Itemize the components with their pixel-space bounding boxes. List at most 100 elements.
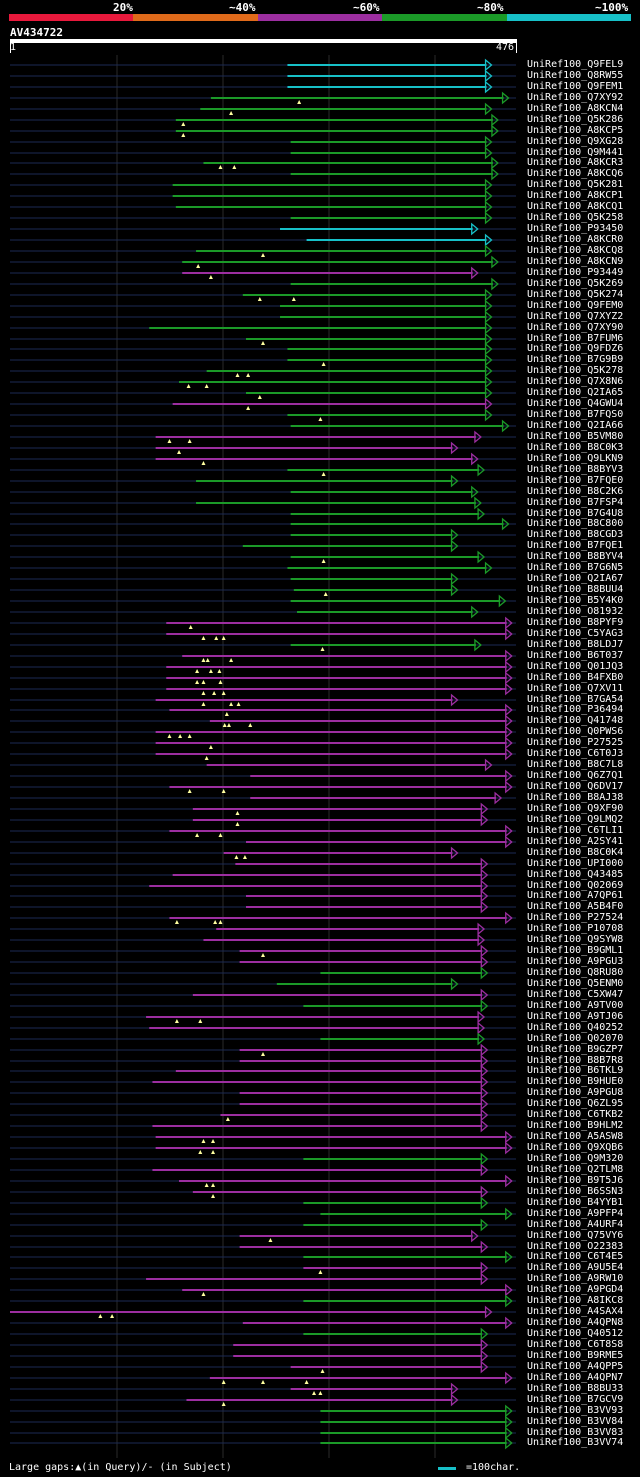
hit-label[interactable]: UniRef100_Q9M320 (527, 1153, 624, 1164)
hit-label[interactable]: UniRef100_B5VM80 (527, 431, 624, 442)
hit-label[interactable]: UniRef100_A8KCP1 (527, 190, 624, 201)
hit-label[interactable]: UniRef100_B8LDJ7 (527, 639, 624, 650)
hit-label[interactable]: UniRef100_B6T037 (527, 650, 624, 661)
hit-label[interactable]: UniRef100_A8KCN4 (527, 103, 624, 114)
hit-label[interactable]: UniRef100_A4QPN8 (527, 1317, 624, 1328)
hit-label[interactable]: UniRef100_B7GA54 (527, 694, 624, 705)
hit-label[interactable]: UniRef100_P93449 (527, 267, 624, 278)
hit-label[interactable]: UniRef100_Q9XF90 (527, 803, 624, 814)
hit-label[interactable]: UniRef100_Q2IA67 (527, 573, 624, 584)
hit-label[interactable]: UniRef100_P93450 (527, 223, 624, 234)
hit-label[interactable]: UniRef100_B9T5J6 (527, 1175, 624, 1186)
hit-label[interactable]: UniRef100_P27524 (527, 912, 624, 923)
hit-label[interactable]: UniRef100_Q8RU80 (527, 967, 624, 978)
hit-label[interactable]: UniRef100_Q7XYZ2 (527, 311, 624, 322)
hit-label[interactable]: UniRef100_B7FSP4 (527, 497, 624, 508)
hit-label[interactable]: UniRef100_Q43485 (527, 869, 624, 880)
hit-label[interactable]: UniRef100_Q9M441 (527, 147, 624, 158)
hit-label[interactable]: UniRef100_B8C2K6 (527, 486, 624, 497)
hit-label[interactable]: UniRef100_B3VV84 (527, 1416, 624, 1427)
hit-label[interactable]: UniRef100_Q2IA65 (527, 387, 624, 398)
hit-label[interactable]: UniRef100_Q8RW55 (527, 70, 624, 81)
hit-label[interactable]: UniRef100_Q9SYW8 (527, 934, 624, 945)
hit-label[interactable]: UniRef100_A8KCP5 (527, 125, 624, 136)
hit-label[interactable]: UniRef100_B9GZP7 (527, 1044, 624, 1055)
hit-label[interactable]: UniRef100_A8KCQ6 (527, 168, 624, 179)
hit-label[interactable]: UniRef100_Q5ENM0 (527, 978, 624, 989)
hit-label[interactable]: UniRef100_B5Y4K0 (527, 595, 624, 606)
hit-label[interactable]: UniRef100_B8BYV4 (527, 551, 624, 562)
hit-label[interactable]: UniRef100_A9TJ06 (527, 1011, 624, 1022)
hit-label[interactable]: UniRef100_Q7XY90 (527, 322, 624, 333)
hit-label[interactable]: UniRef100_A7QP61 (527, 890, 624, 901)
hit-label[interactable]: UniRef100_Q6DV17 (527, 781, 624, 792)
hit-label[interactable]: UniRef100_O81932 (527, 606, 624, 617)
hit-label[interactable]: UniRef100_A9RW10 (527, 1273, 624, 1284)
hit-label[interactable]: UniRef100_A5B4F0 (527, 901, 624, 912)
hit-label[interactable]: UniRef100_Q5K258 (527, 212, 624, 223)
hit-label[interactable]: UniRef100_B8BU33 (527, 1383, 624, 1394)
hit-label[interactable]: UniRef100_A8IKC8 (527, 1295, 624, 1306)
hit-label[interactable]: UniRef100_B8B7R8 (527, 1055, 624, 1066)
hit-label[interactable]: UniRef100_A9PFP4 (527, 1208, 624, 1219)
hit-label[interactable]: UniRef100_A9U5E4 (527, 1262, 624, 1273)
hit-label[interactable]: UniRef100_B3VV74 (527, 1437, 624, 1448)
hit-label[interactable]: UniRef100_A2SY41 (527, 836, 624, 847)
hit-label[interactable]: UniRef100_B7G9B9 (527, 354, 624, 365)
hit-label[interactable]: UniRef100_Q9FDZ6 (527, 343, 624, 354)
hit-label[interactable]: UniRef100_Q5K281 (527, 179, 624, 190)
hit-label[interactable]: UniRef100_Q9FEM0 (527, 300, 624, 311)
hit-label[interactable]: UniRef100_Q7XV11 (527, 683, 624, 694)
hit-label[interactable]: UniRef100_C6T4E5 (527, 1251, 624, 1262)
hit-label[interactable]: UniRef100_B8C7L8 (527, 759, 624, 770)
hit-label[interactable]: UniRef100_Q7X8N6 (527, 376, 624, 387)
hit-label[interactable]: UniRef100_Q6ZL95 (527, 1098, 624, 1109)
hit-label[interactable]: UniRef100_B7FQS0 (527, 409, 624, 420)
hit-label[interactable]: UniRef100_Q9FEL9 (527, 59, 624, 70)
hit-label[interactable]: UniRef100_Q5K286 (527, 114, 624, 125)
hit-label[interactable]: UniRef100_C6T8S8 (527, 1339, 624, 1350)
hit-label[interactable]: UniRef100_A4SAX4 (527, 1306, 624, 1317)
hit-label[interactable]: UniRef100_UPI000 (527, 858, 624, 869)
hit-label[interactable]: UniRef100_C5XW47 (527, 989, 624, 1000)
hit-label[interactable]: UniRef100_Q40252 (527, 1022, 624, 1033)
hit-label[interactable]: UniRef100_B7G6N5 (527, 562, 624, 573)
hit-label[interactable]: UniRef100_B9HLM2 (527, 1120, 624, 1131)
hit-label[interactable]: UniRef100_B6TKL9 (527, 1065, 624, 1076)
hit-label[interactable]: UniRef100_Q9LMQ2 (527, 814, 624, 825)
hit-label[interactable]: UniRef100_A9PGD4 (527, 1284, 624, 1295)
hit-label[interactable]: UniRef100_A5ASW8 (527, 1131, 624, 1142)
hit-label[interactable]: UniRef100_Q5K274 (527, 289, 624, 300)
hit-label[interactable]: UniRef100_B6SSN3 (527, 1186, 624, 1197)
hit-label[interactable]: UniRef100_B9RME5 (527, 1350, 624, 1361)
hit-label[interactable]: UniRef100_Q9XQB6 (527, 1142, 624, 1153)
hit-label[interactable]: UniRef100_P36494 (527, 704, 624, 715)
hit-label[interactable]: UniRef100_B8C0K3 (527, 442, 624, 453)
hit-label[interactable]: UniRef100_P27525 (527, 737, 624, 748)
hit-label[interactable]: UniRef100_A9PGU3 (527, 956, 624, 967)
hit-label[interactable]: UniRef100_B7FUM6 (527, 333, 624, 344)
hit-label[interactable]: UniRef100_Q5K269 (527, 278, 624, 289)
hit-label[interactable]: UniRef100_B7G4U8 (527, 508, 624, 519)
hit-label[interactable]: UniRef100_Q02069 (527, 880, 624, 891)
hit-label[interactable]: UniRef100_B8BUU4 (527, 584, 624, 595)
hit-label[interactable]: UniRef100_B3VV93 (527, 1405, 624, 1416)
hit-label[interactable]: UniRef100_B9GML1 (527, 945, 624, 956)
hit-label[interactable]: UniRef100_B7FQE1 (527, 540, 624, 551)
hit-label[interactable]: UniRef100_B7FQE0 (527, 475, 624, 486)
hit-label[interactable]: UniRef100_A4QPP5 (527, 1361, 624, 1372)
hit-label[interactable]: UniRef100_Q41748 (527, 715, 624, 726)
hit-label[interactable]: UniRef100_B8AJ38 (527, 792, 624, 803)
hit-label[interactable]: UniRef100_B8BYV3 (527, 464, 624, 475)
hit-label[interactable]: UniRef100_Q01JQ3 (527, 661, 624, 672)
hit-label[interactable]: UniRef100_A4QPN7 (527, 1372, 624, 1383)
hit-label[interactable]: UniRef100_B8C800 (527, 518, 624, 529)
hit-label[interactable]: UniRef100_Q2IA66 (527, 420, 624, 431)
hit-label[interactable]: UniRef100_Q7XY92 (527, 92, 624, 103)
hit-label[interactable]: UniRef100_Q9LKN9 (527, 453, 624, 464)
hit-label[interactable]: UniRef100_Q9XG28 (527, 136, 624, 147)
hit-label[interactable]: UniRef100_C6T0J3 (527, 748, 624, 759)
hit-label[interactable]: UniRef100_Q02070 (527, 1033, 624, 1044)
hit-label[interactable]: UniRef100_C5YAG3 (527, 628, 624, 639)
hit-label[interactable]: UniRef100_B8CGD3 (527, 529, 624, 540)
